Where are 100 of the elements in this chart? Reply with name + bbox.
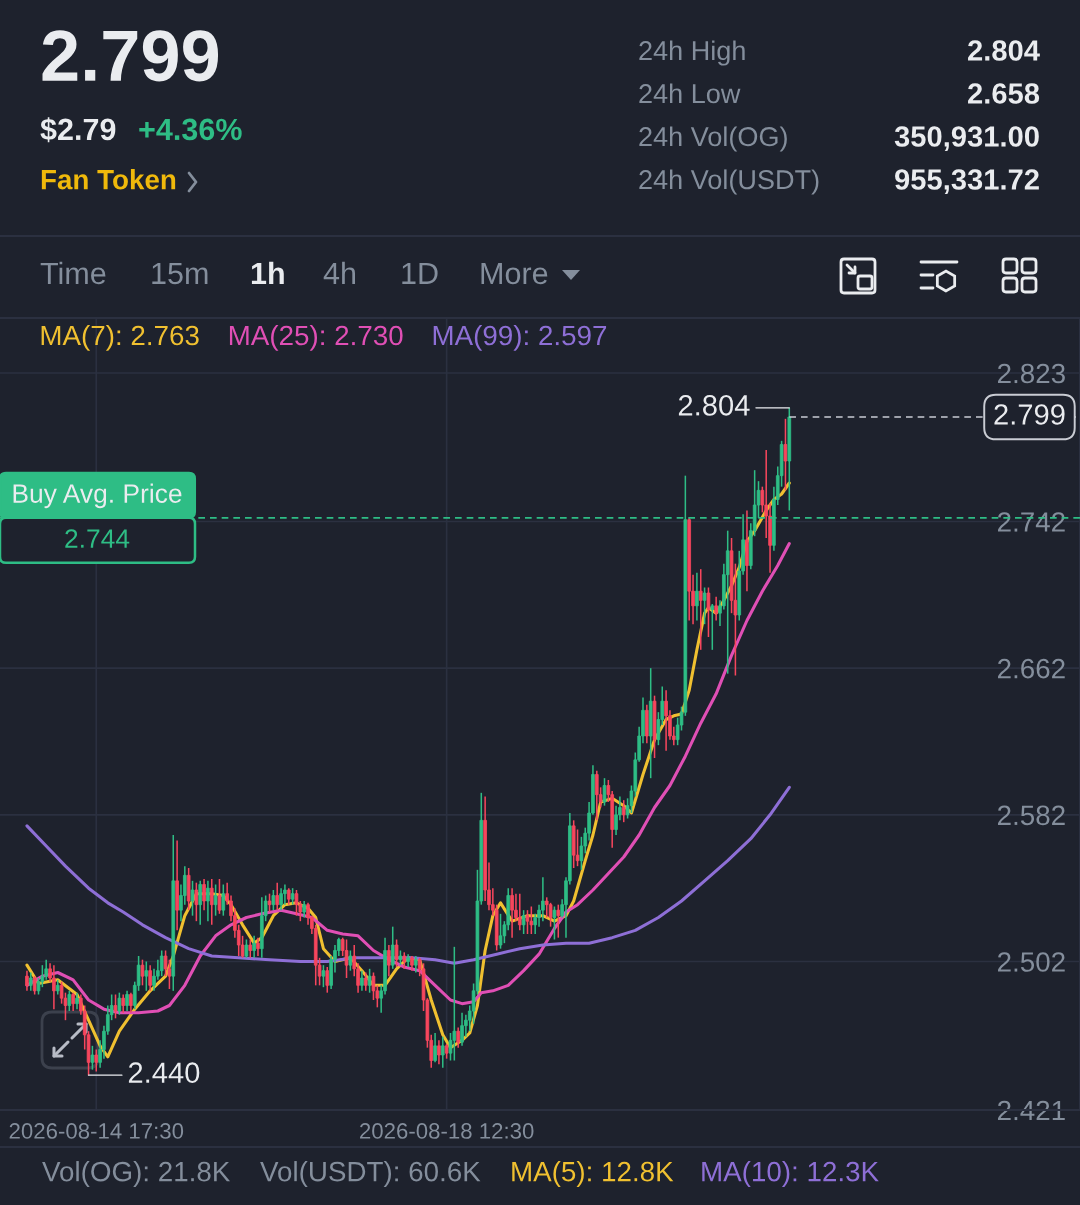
y-tick-label: 2.502 bbox=[998, 952, 1065, 972]
candlestick bbox=[117, 991, 122, 1016]
text: MA(25): 2.730 bbox=[229, 324, 403, 351]
candlestick bbox=[390, 925, 395, 970]
candlestick bbox=[714, 595, 718, 622]
candlestick bbox=[698, 568, 703, 651]
candlestick bbox=[144, 960, 149, 992]
candlestick bbox=[90, 1045, 95, 1071]
text: Fan Token bbox=[41, 169, 176, 190]
candlestick bbox=[456, 1026, 460, 1049]
ref-line-label: Buy Avg. Price 2.744 bbox=[13, 483, 182, 548]
text: 24h Low bbox=[639, 83, 741, 104]
text: More bbox=[481, 262, 548, 285]
y-tick-label: 2.742 bbox=[998, 512, 1065, 532]
candlestick bbox=[29, 971, 33, 992]
candlestick bbox=[94, 1048, 99, 1073]
candlestick bbox=[594, 770, 599, 822]
text: +4.36% bbox=[139, 118, 242, 141]
text: 2.804 bbox=[968, 40, 1040, 61]
candlestick bbox=[702, 586, 707, 625]
candlestick bbox=[271, 889, 276, 911]
candlestick bbox=[621, 799, 626, 823]
candlestick bbox=[248, 938, 253, 959]
candlestick bbox=[440, 1035, 445, 1069]
candlestick bbox=[159, 949, 164, 977]
candlestick bbox=[360, 969, 364, 992]
candlestick bbox=[710, 603, 715, 651]
candlestick bbox=[517, 892, 522, 932]
text: 24h Vol(USDT) bbox=[639, 169, 819, 195]
candlestick bbox=[221, 883, 226, 917]
candlestick bbox=[529, 905, 534, 935]
annotation: 2.804 bbox=[678, 395, 750, 416]
candlestick bbox=[348, 949, 353, 972]
candlestick bbox=[452, 946, 457, 1062]
text: MA(7): 2.763 bbox=[41, 324, 199, 351]
candlestick bbox=[394, 938, 399, 968]
annotation: 2.440 bbox=[128, 1062, 200, 1083]
text: 350,931.00 bbox=[894, 126, 1039, 152]
candlestick bbox=[344, 938, 349, 979]
candlestick bbox=[664, 689, 668, 752]
candlestick bbox=[209, 878, 214, 926]
candlestick bbox=[552, 905, 557, 941]
candlestick bbox=[363, 971, 368, 992]
candlestick bbox=[113, 993, 118, 1020]
text: 1h bbox=[251, 261, 284, 284]
text: 2.799 bbox=[42, 30, 219, 82]
text: MA(99): 2.597 bbox=[433, 324, 607, 351]
candlestick bbox=[325, 966, 330, 994]
candlestick bbox=[283, 883, 287, 906]
candlestick bbox=[121, 993, 126, 1014]
candlestick bbox=[32, 975, 37, 996]
candlestick bbox=[275, 881, 280, 911]
candlestick bbox=[521, 909, 526, 935]
y-tick-label: 2.582 bbox=[998, 805, 1065, 826]
x-tick-label: 2026-08-18 12:30 bbox=[360, 1123, 534, 1139]
candlestick bbox=[387, 944, 391, 977]
candlestick bbox=[202, 878, 206, 911]
candlestick bbox=[129, 991, 133, 1014]
candlestick bbox=[706, 586, 711, 638]
text: Time bbox=[40, 261, 106, 285]
candlestick bbox=[695, 572, 699, 622]
x-tick-label: 2026-08-14 17:30 bbox=[9, 1123, 184, 1139]
text: 2.658 bbox=[968, 83, 1040, 104]
text: 15m bbox=[152, 262, 208, 285]
text: $2.79 bbox=[40, 117, 116, 143]
text: 955,331.72 bbox=[895, 169, 1039, 195]
candlestick bbox=[125, 990, 129, 1012]
candlestick bbox=[321, 964, 326, 988]
candlestick bbox=[148, 964, 152, 992]
candlestick bbox=[294, 889, 299, 917]
text: Vol(OG): 21.8K bbox=[42, 1161, 231, 1187]
candlestick bbox=[602, 777, 607, 807]
candlestick bbox=[52, 964, 56, 1010]
candlestick bbox=[198, 880, 203, 926]
candlestick bbox=[206, 880, 210, 922]
text: Vol(USDT): 60.6K bbox=[260, 1161, 481, 1187]
candlestick bbox=[252, 935, 256, 959]
text: MA(10): 12.3K bbox=[702, 1161, 879, 1187]
y-tick-label: 2.823 bbox=[998, 363, 1065, 384]
candlestick bbox=[460, 1012, 464, 1047]
candlestick bbox=[433, 1032, 437, 1064]
candlestick bbox=[525, 909, 530, 935]
candlestick bbox=[510, 887, 514, 939]
candlestick bbox=[498, 913, 503, 950]
text: 24h Vol(OG) bbox=[639, 126, 787, 152]
ref-line-label: 2.799 bbox=[994, 404, 1065, 425]
candlestick bbox=[437, 1039, 441, 1065]
candlestick bbox=[217, 878, 222, 915]
candlestick bbox=[267, 892, 272, 913]
candlestick bbox=[25, 969, 29, 992]
candlestick bbox=[194, 881, 199, 922]
text: 24h High bbox=[639, 40, 745, 66]
candlestick bbox=[140, 958, 145, 987]
text: 1D bbox=[402, 262, 438, 284]
candlestick bbox=[190, 880, 195, 917]
candlestick bbox=[783, 418, 788, 492]
y-tick-label: 2.662 bbox=[998, 658, 1065, 679]
candlestick bbox=[244, 938, 249, 959]
candlestick bbox=[556, 903, 561, 939]
candlestick bbox=[279, 887, 283, 911]
